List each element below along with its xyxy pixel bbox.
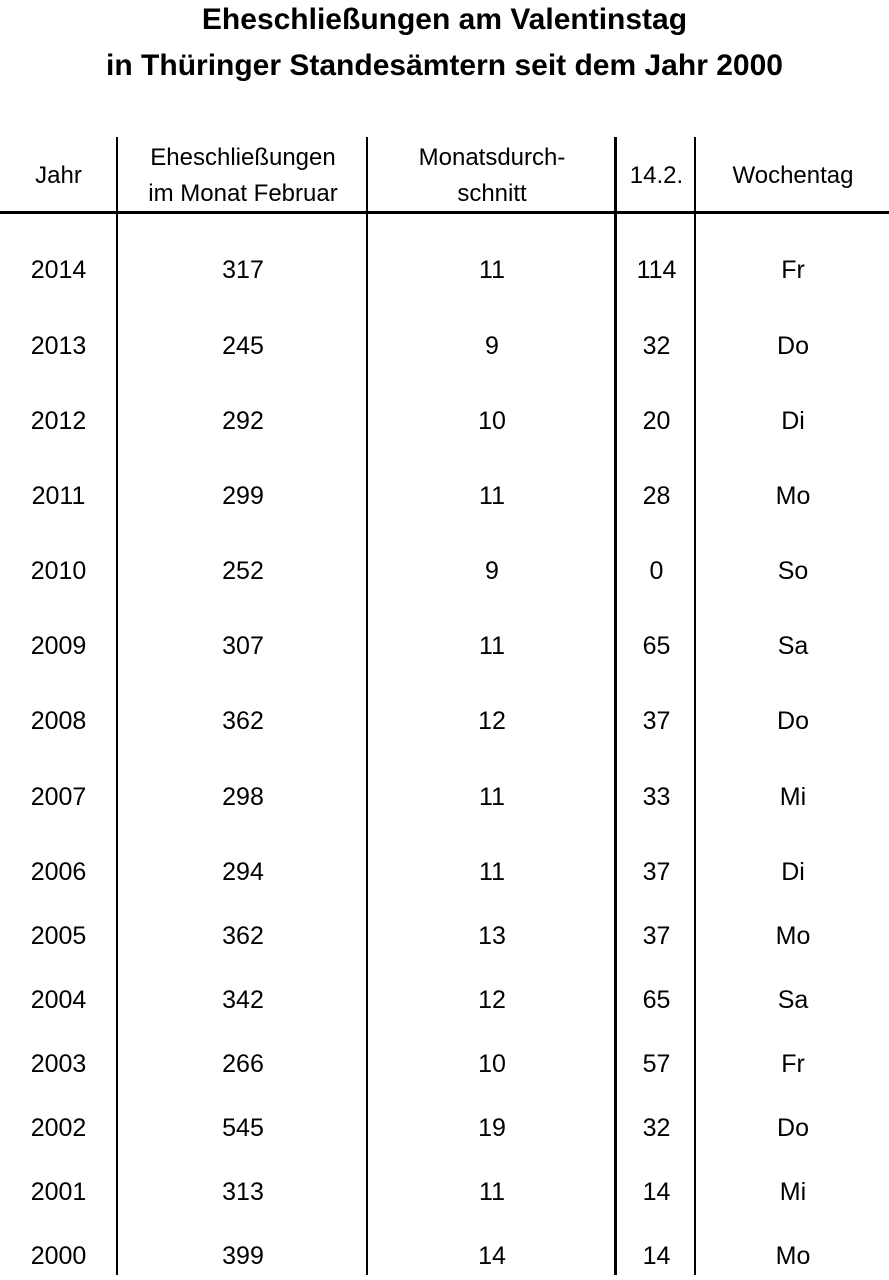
cell-feb: 307 — [222, 632, 264, 660]
cell-weekday: Fr — [781, 1050, 805, 1078]
header-monthly-average: Monatsdurch- schnitt — [369, 140, 615, 212]
header-february-line2: im Monat Februar — [148, 180, 338, 207]
cell-feb: 245 — [222, 332, 264, 360]
cell-day: 37 — [642, 858, 671, 886]
cell-feb: 266 — [222, 1050, 264, 1078]
cell-year: 2009 — [30, 632, 87, 660]
cell-day: 57 — [642, 1050, 671, 1078]
header-feb-14: 14.2. — [629, 162, 684, 189]
cell-year: 2003 — [30, 1050, 87, 1078]
cell-avg: 12 — [478, 707, 506, 735]
cell-avg: 12 — [478, 986, 506, 1014]
cell-year: 2001 — [30, 1178, 87, 1206]
cell-weekday: Mo — [775, 482, 811, 510]
cell-avg: 13 — [478, 922, 506, 950]
cell-day: 37 — [642, 707, 671, 735]
cell-weekday: Do — [777, 707, 809, 735]
header-year: Jahr — [35, 162, 82, 189]
header-weekday: Wochentag — [732, 162, 854, 189]
cell-weekday: Di — [781, 858, 805, 886]
cell-year: 2002 — [30, 1114, 87, 1142]
cell-avg: 9 — [485, 557, 499, 585]
cell-day: 32 — [642, 332, 671, 360]
cell-feb: 292 — [222, 407, 264, 435]
cell-avg: 11 — [479, 783, 505, 811]
cell-feb: 362 — [222, 922, 264, 950]
cell-avg: 10 — [478, 1050, 506, 1078]
cell-weekday: Do — [777, 1114, 809, 1142]
cell-feb: 252 — [222, 557, 264, 585]
cell-feb: 399 — [222, 1242, 264, 1270]
cell-feb: 317 — [222, 256, 264, 284]
cell-year: 2000 — [30, 1242, 87, 1270]
cell-weekday: Mo — [775, 922, 811, 950]
cell-year: 2014 — [30, 256, 87, 284]
cell-year: 2007 — [30, 783, 87, 811]
cell-weekday: Fr — [781, 256, 805, 284]
cell-day: 65 — [642, 986, 671, 1014]
cell-day: 28 — [642, 482, 671, 510]
cell-avg: 11 — [479, 858, 505, 886]
cell-feb: 299 — [222, 482, 264, 510]
cell-day: 0 — [649, 557, 664, 585]
header-february: Eheschließungen im Monat Februar — [119, 140, 367, 212]
cell-day: 37 — [642, 922, 671, 950]
cell-weekday: Sa — [777, 632, 809, 660]
column-divider — [614, 137, 617, 1275]
cell-year: 2011 — [31, 482, 86, 510]
cell-day: 65 — [642, 632, 671, 660]
column-divider — [694, 137, 696, 1275]
header-average-line1: Monatsdurch- — [418, 144, 566, 171]
cell-feb: 298 — [222, 783, 264, 811]
cell-avg: 10 — [478, 407, 506, 435]
cell-year: 2012 — [30, 407, 87, 435]
cell-year: 2013 — [30, 332, 87, 360]
column-divider — [116, 137, 118, 1275]
cell-day: 32 — [642, 1114, 671, 1142]
cell-avg: 11 — [479, 1178, 505, 1206]
cell-day: 20 — [642, 407, 671, 435]
header-february-line1: Eheschließungen — [150, 144, 336, 171]
cell-feb: 294 — [222, 858, 264, 886]
cell-year: 2008 — [30, 707, 87, 735]
cell-avg: 11 — [479, 482, 505, 510]
cell-weekday: Di — [781, 407, 805, 435]
cell-weekday: Mo — [775, 1242, 811, 1270]
cell-day: 114 — [636, 256, 677, 284]
cell-day: 14 — [642, 1178, 671, 1206]
cell-avg: 14 — [478, 1242, 506, 1270]
cell-weekday: Do — [777, 332, 809, 360]
header-average-line2: schnitt — [457, 180, 527, 207]
title-line-1: Eheschließungen am Valentinstag — [201, 3, 688, 36]
cell-year: 2005 — [30, 922, 87, 950]
cell-avg: 19 — [478, 1114, 506, 1142]
column-divider — [366, 137, 368, 1275]
cell-weekday: So — [777, 557, 809, 585]
cell-feb: 362 — [222, 707, 264, 735]
title-line-2: in Thüringer Standesämtern seit dem Jahr… — [106, 49, 783, 82]
cell-feb: 342 — [222, 986, 264, 1014]
cell-feb: 545 — [222, 1114, 264, 1142]
cell-year: 2010 — [30, 557, 87, 585]
cell-day: 33 — [642, 783, 671, 811]
cell-year: 2004 — [30, 986, 87, 1014]
cell-weekday: Mi — [779, 783, 807, 811]
cell-weekday: Mi — [779, 1178, 807, 1206]
cell-avg: 11 — [479, 256, 505, 284]
header-divider — [0, 211, 889, 214]
cell-year: 2006 — [30, 858, 87, 886]
cell-weekday: Sa — [777, 986, 809, 1014]
cell-feb: 313 — [222, 1178, 264, 1206]
cell-day: 14 — [642, 1242, 671, 1270]
cell-avg: 11 — [479, 632, 505, 660]
cell-avg: 9 — [485, 332, 499, 360]
